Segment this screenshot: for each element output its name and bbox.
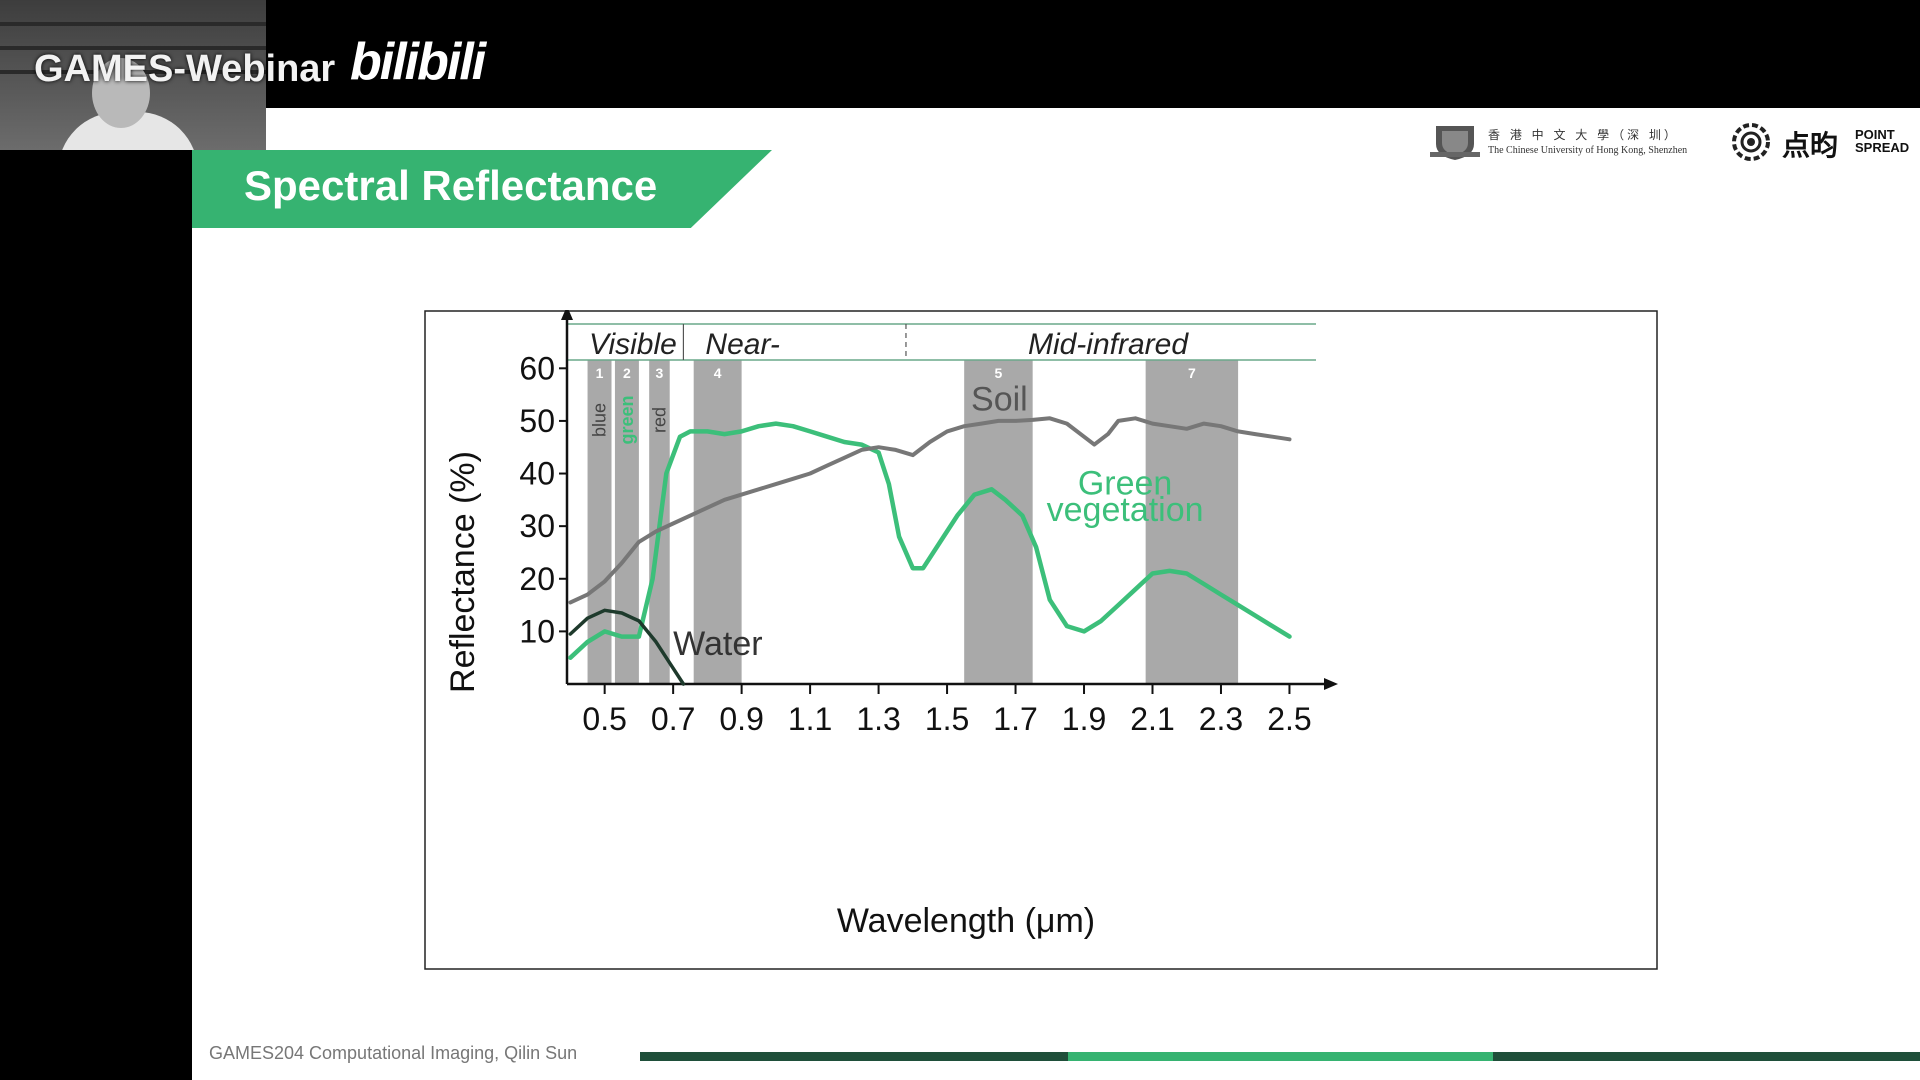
spectral-reflectance-chart: 1 blue 2 green 3 red 4 5 7 Visible Near- Mid-infra… <box>424 310 1658 970</box>
top-black-bar <box>0 0 1920 108</box>
regions-layer: Visible Near- Mid-infrared <box>567 323 1316 361</box>
band-1 <box>587 360 612 684</box>
y-tick-label: 40 <box>519 456 555 492</box>
band-number-3: 3 <box>656 365 664 381</box>
pointspread-line-1: POINT <box>1855 127 1895 142</box>
presenter-webcam <box>0 0 266 150</box>
presenter-head <box>92 58 150 128</box>
slide-title: Spectral Reflectance <box>244 162 658 209</box>
x-tick-label: 1.9 <box>1062 701 1106 737</box>
band-5 <box>964 360 1033 684</box>
band-2 <box>614 360 639 684</box>
pointspread-line-2: SPREAD <box>1855 140 1910 155</box>
band-label-red: red <box>649 407 669 433</box>
band-label-blue: blue <box>590 403 610 437</box>
pointspread-name-en: POINT SPREAD <box>1855 128 1909 154</box>
left-black-bar <box>0 0 192 1080</box>
y-axis-label: Reflectance (%) <box>444 451 482 693</box>
bookshelf <box>0 46 266 50</box>
x-tick-label: 1.7 <box>993 701 1037 737</box>
footer-bar-dark <box>640 1052 1068 1061</box>
series-green-vegetation <box>568 421 1292 660</box>
y-tick-label: 20 <box>519 561 555 597</box>
axes-layer: 10 20 30 40 50 60 0.5 0.7 0.9 1.1 1.3 1.5 1.7 1.9 2.1 2… <box>519 310 1338 737</box>
band-number-4: 4 <box>714 365 722 381</box>
webinar-overlay-title: GAMES-Webinar <box>34 48 336 90</box>
pointspread-name-cn: 点昀 <box>1782 130 1839 161</box>
band-number-5: 5 <box>995 365 1003 381</box>
x-tick-label: 0.7 <box>651 701 695 737</box>
footer-bar-green <box>1068 1052 1493 1061</box>
band-4 <box>693 360 742 684</box>
series-water <box>568 608 686 686</box>
bilibili-logo: bilibili <box>350 33 486 91</box>
region-label-near: Near- <box>705 328 779 361</box>
annotation-water: Water <box>673 625 762 663</box>
x-tick-label: 0.5 <box>582 701 626 737</box>
band-7 <box>1145 360 1239 684</box>
band-number-2: 2 <box>623 365 631 381</box>
x-tick-label: 2.5 <box>1267 701 1311 737</box>
annotation-green: Green <box>1078 465 1173 503</box>
x-axis-label: Wavelength (μm) <box>837 902 1095 940</box>
title-banner <box>192 150 772 228</box>
x-tick-label: 1.3 <box>856 701 900 737</box>
y-tick-label: 60 <box>519 350 555 386</box>
footer-course-credit: GAMES204 Computational Imaging, Qilin Su… <box>209 1043 578 1063</box>
cuhk-name-cn: 香 港 中 文 大 學（深 圳） <box>1488 128 1679 142</box>
y-tick-label: 50 <box>519 403 555 439</box>
cuhk-crest-icon <box>1430 126 1480 160</box>
x-tick-label: 2.1 <box>1130 701 1174 737</box>
x-axis-arrow <box>1324 678 1338 690</box>
cuhk-name-en: The Chinese University of Hong Kong, She… <box>1488 145 1688 156</box>
x-tick-label: 2.3 <box>1199 701 1243 737</box>
region-label-visible: Visible <box>589 328 677 361</box>
annotation-vegetation: vegetation <box>1047 491 1204 529</box>
band-label-green: green <box>617 395 637 444</box>
x-tick-label: 0.9 <box>719 701 763 737</box>
annotation-soil: Soil <box>971 380 1028 418</box>
bands-layer: 1 blue 2 green 3 red 4 5 7 <box>587 360 1239 684</box>
bookshelf <box>0 22 266 26</box>
footer-bar-dark-right <box>1493 1052 1920 1061</box>
pointspread-logo-icon <box>1732 123 1770 161</box>
y-tick-label: 30 <box>519 508 555 544</box>
y-tick-label: 10 <box>519 613 555 649</box>
y-axis-arrow <box>561 310 573 320</box>
series-soil <box>568 416 1292 605</box>
region-label-midinfrared: Mid-infrared <box>1028 328 1189 361</box>
series-layer <box>568 416 1292 686</box>
band-number-7: 7 <box>1188 365 1196 381</box>
x-tick-label: 1.1 <box>788 701 832 737</box>
x-tick-label: 1.5 <box>925 701 969 737</box>
band-number-1: 1 <box>596 365 604 381</box>
